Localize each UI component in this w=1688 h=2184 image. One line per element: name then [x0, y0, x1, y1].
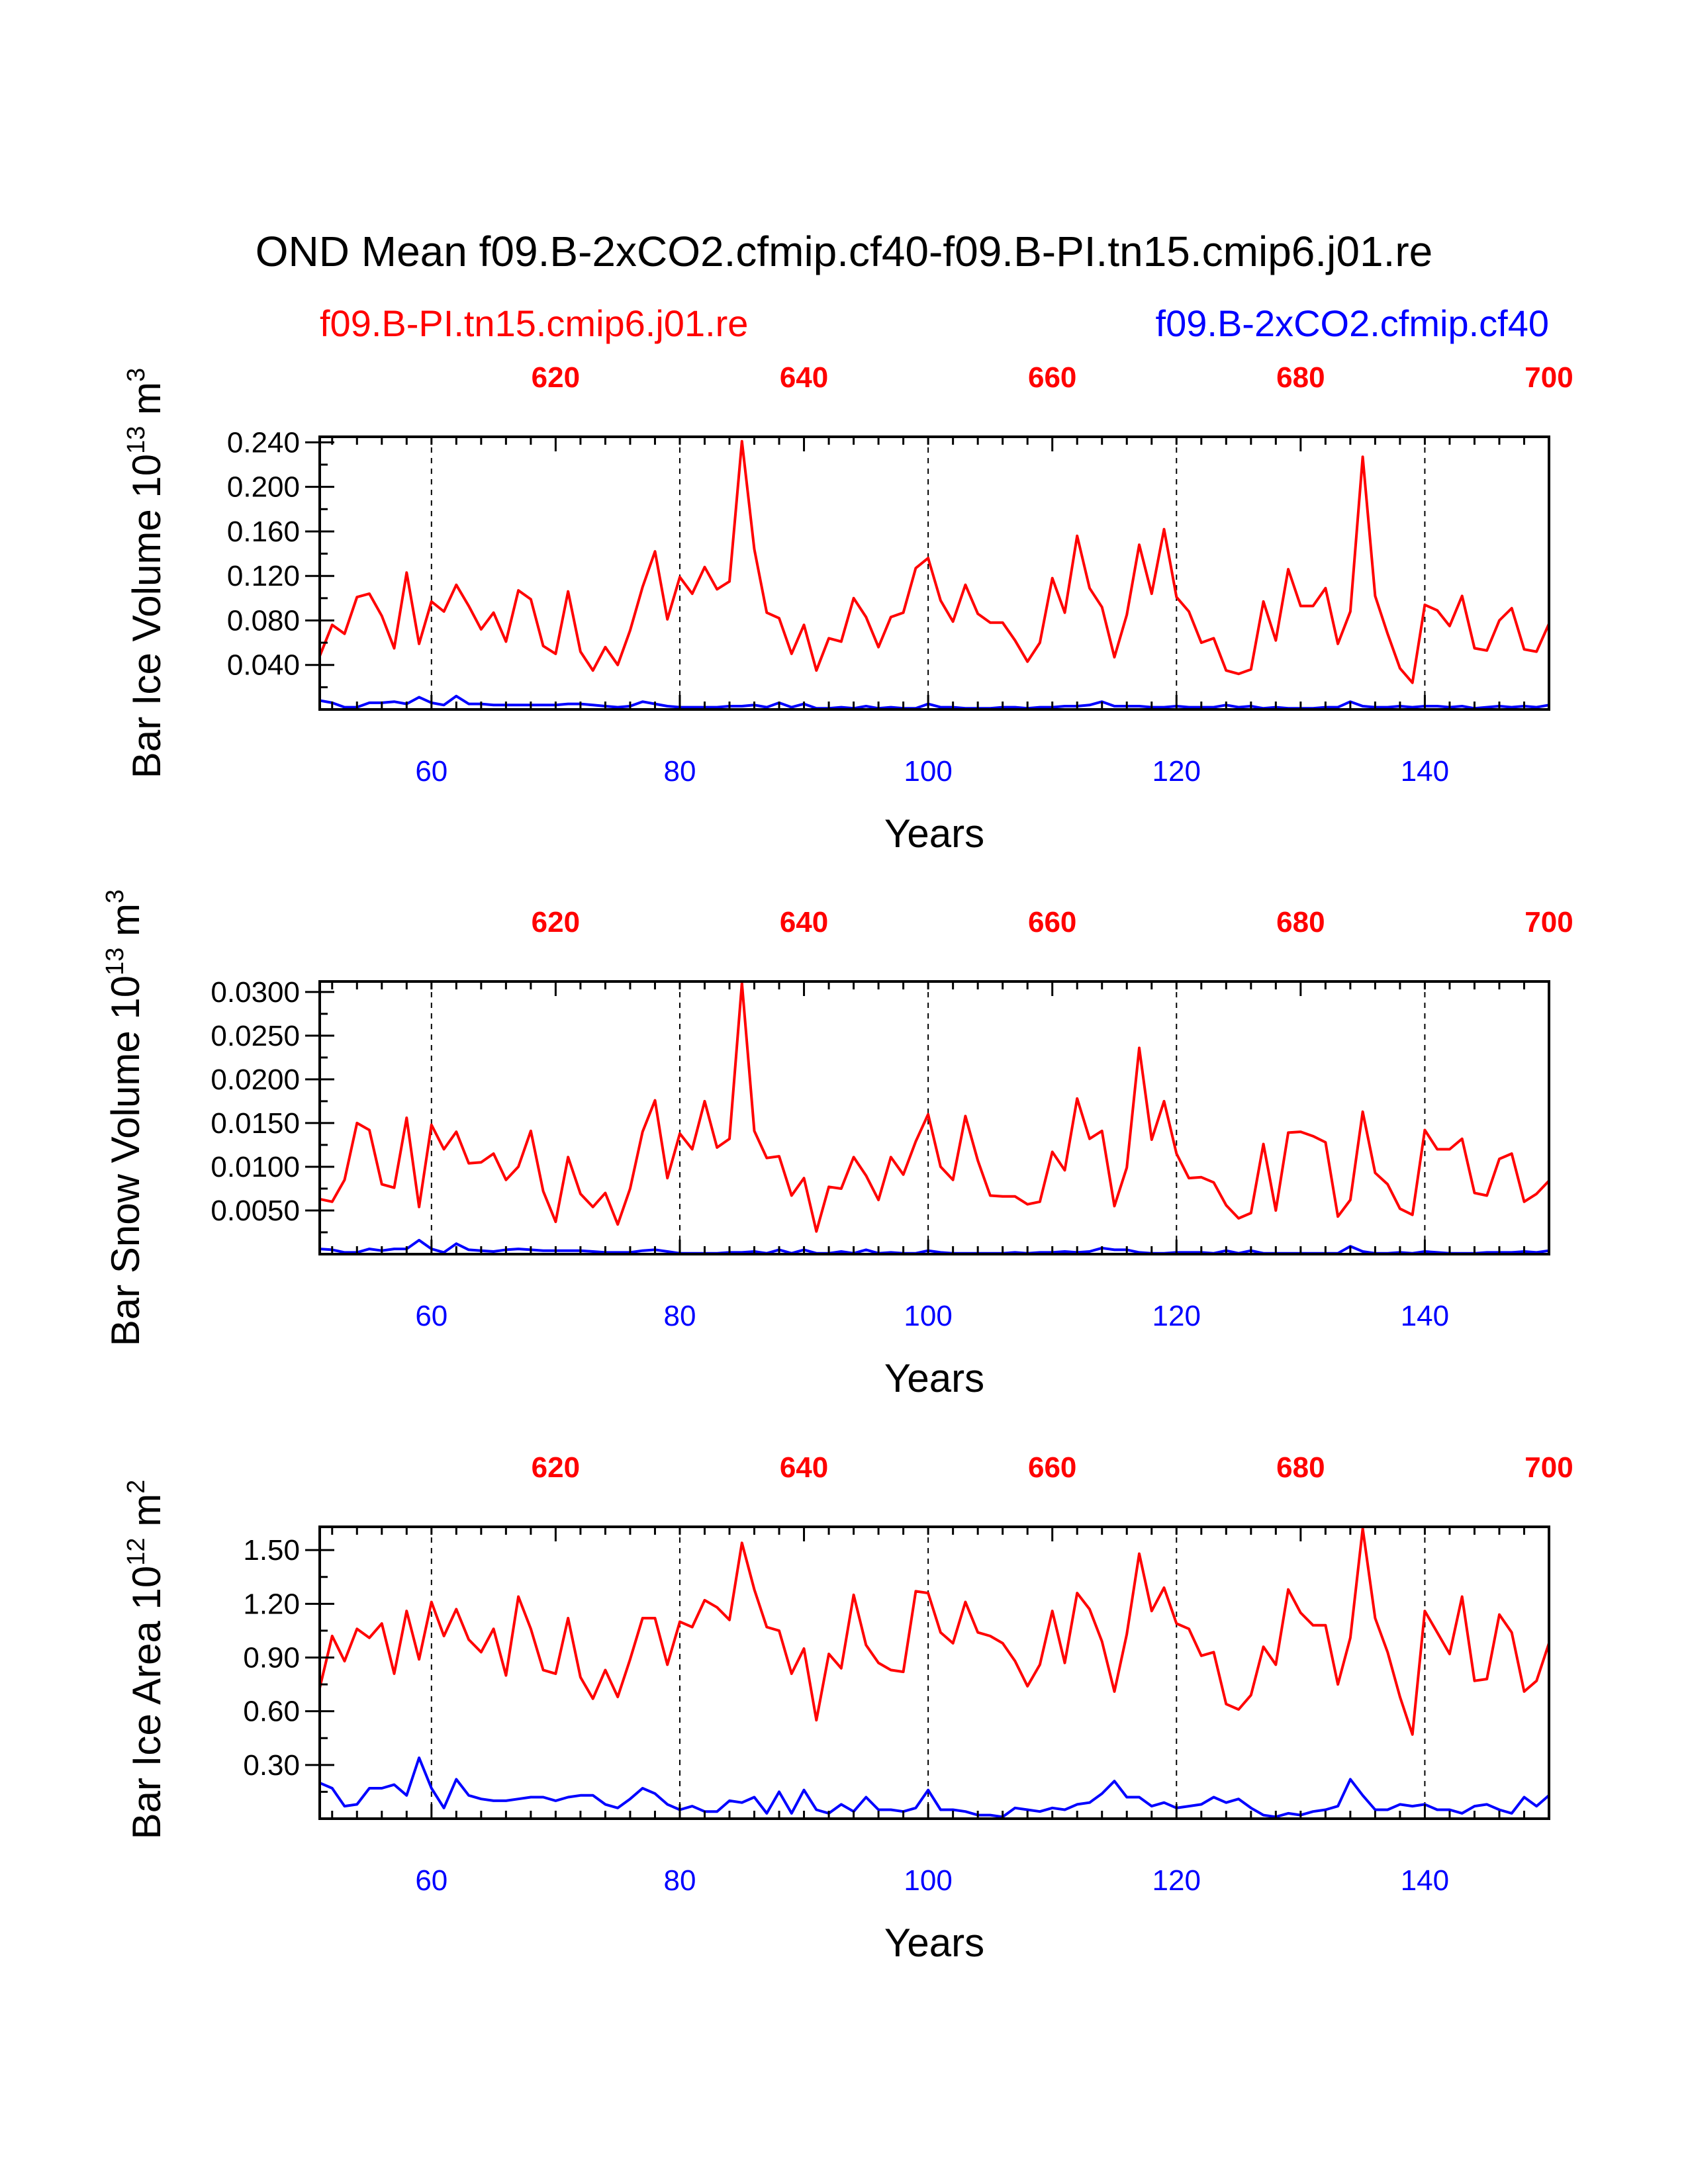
top-tick-label: 640 [780, 1451, 828, 1484]
y-axis-title-superscript: 13 [101, 948, 129, 976]
panel-ice-area: 60 80 100 120 140 620 640 660 680 700 0.30 0.60 0.90… [122, 1451, 1573, 1965]
y-tick-label: 0.30 [243, 1749, 300, 1782]
y-axis-title-superscript: 3 [122, 368, 150, 382]
y-tick-label: 0.0200 [211, 1064, 300, 1096]
y-axis-title-superscript: 3 [101, 889, 129, 903]
top-tick-label: 640 [780, 361, 828, 394]
x-tick-label: 100 [904, 1300, 952, 1332]
x-axis-title: Years [884, 1356, 984, 1400]
series-ctrl-line [319, 981, 1550, 1233]
plot-frame [318, 435, 1550, 711]
y-tick-label: 1.20 [243, 1588, 300, 1620]
legend-exp-label: f09.B-2xCO2.cfmip.cf40 [1156, 302, 1549, 344]
y-axis-title: Bar Ice Volume 1013 m3 [122, 368, 169, 778]
y-axis-title-part: Bar Snow Volume 10 [103, 976, 148, 1346]
x-tick-label: 140 [1401, 755, 1449, 788]
y-tick-label: 0.080 [227, 604, 300, 637]
y-tick-label: 0.120 [227, 560, 300, 592]
x-tick-label: 60 [415, 1300, 447, 1332]
y-tick-label: 0.0100 [211, 1151, 300, 1183]
top-tick-label: 680 [1276, 906, 1325, 938]
series-exp-line [319, 1238, 1550, 1255]
top-tick-label: 660 [1028, 361, 1076, 394]
figure-title: OND Mean f09.B-2xCO2.cfmip.cf40-f09.B-PI… [256, 228, 1433, 275]
x-tick-label: 100 [904, 1864, 952, 1897]
x-tick-label: 60 [415, 1864, 447, 1897]
top-tick-label: 700 [1524, 361, 1573, 394]
top-tick-label: 700 [1524, 1451, 1573, 1484]
y-axis-title: Bar Ice Area 1012 m2 [122, 1480, 169, 1840]
series-ctrl-line [318, 1527, 1550, 1736]
y-axis-title-superscript: 2 [122, 1480, 150, 1494]
top-tick-label: 700 [1524, 906, 1573, 938]
y-tick-label: 0.60 [243, 1696, 300, 1728]
series-ctrl-line [318, 439, 1550, 684]
x-tick-label: 140 [1401, 1300, 1449, 1332]
panels: 60 80 100 120 140 620 640 660 680 700 0.040 0.080 0.… [101, 361, 1573, 1965]
top-tick-label: 680 [1276, 361, 1325, 394]
y-tick-label: 0.0250 [211, 1020, 300, 1052]
y-axis-title: Bar Snow Volume 1013 m3 [101, 889, 148, 1346]
plot-frame [318, 1525, 1550, 1820]
y-tick-label: 0.160 [227, 516, 300, 548]
series-exp-line [319, 1756, 1550, 1819]
x-axis-title: Years [884, 811, 984, 856]
y-axis-title-superscript: 13 [122, 426, 150, 454]
y-tick-label: 0.200 [227, 471, 300, 504]
y-tick-label: 0.040 [227, 649, 300, 682]
y-tick-label: 0.0050 [211, 1195, 300, 1227]
y-tick-label: 0.0150 [211, 1107, 300, 1140]
top-tick-label: 680 [1276, 1451, 1325, 1484]
y-axis-title-part: Bar Ice Volume 10 [124, 454, 169, 778]
x-tick-label: 80 [663, 755, 696, 788]
top-tick-label: 640 [780, 906, 828, 938]
x-tick-label: 80 [663, 1300, 696, 1332]
panel-snow-volume: 60 80 100 120 140 620 640 660 680 700 0.0050 0.0100… [101, 889, 1573, 1400]
x-tick-label: 120 [1152, 755, 1201, 788]
plot-frame [318, 980, 1550, 1255]
x-tick-label: 120 [1152, 1864, 1201, 1897]
x-tick-label: 120 [1152, 1300, 1201, 1332]
x-tick-label: 80 [663, 1864, 696, 1897]
y-axis-title-superscript: 12 [122, 1537, 150, 1565]
top-tick-label: 620 [532, 361, 580, 394]
top-tick-label: 660 [1028, 906, 1076, 938]
y-tick-label: 0.240 [227, 426, 300, 459]
x-tick-label: 100 [904, 755, 952, 788]
series-exp-line [319, 694, 1550, 710]
x-tick-label: 60 [415, 755, 447, 788]
y-axis-title-part: m [103, 903, 148, 948]
y-tick-label: 1.50 [243, 1534, 300, 1567]
y-axis-title-part: m [124, 382, 169, 426]
x-axis-title: Years [884, 1921, 984, 1965]
y-axis-title-part: Bar Ice Area 10 [124, 1566, 169, 1840]
y-tick-label: 0.0300 [211, 976, 300, 1009]
top-tick-label: 620 [532, 906, 580, 938]
panel-ice-volume: 60 80 100 120 140 620 640 660 680 700 0.040 0.080 0.… [122, 361, 1573, 856]
top-tick-label: 620 [532, 1451, 580, 1484]
y-axis-title-part: m [124, 1494, 169, 1538]
y-tick-label: 0.90 [243, 1642, 300, 1674]
top-tick-label: 660 [1028, 1451, 1076, 1484]
x-tick-label: 140 [1401, 1864, 1449, 1897]
legend-ctrl-label: f09.B-PI.tn15.cmip6.j01.re [320, 302, 748, 344]
